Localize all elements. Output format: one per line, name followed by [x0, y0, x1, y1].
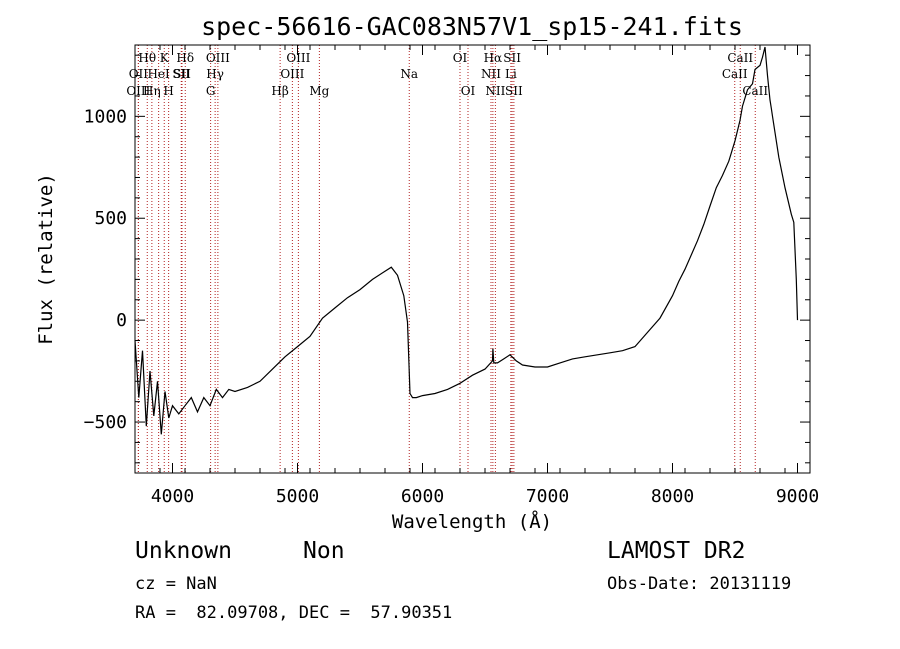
spectral-line-label: OII [129, 67, 149, 81]
y-tick-label: −500 [84, 412, 127, 433]
spectral-line-label: Hα [484, 51, 503, 65]
y-axis-label: Flux (relative) [35, 173, 57, 345]
spectral-line-label: SII [173, 67, 191, 81]
coordinates: RA = 82.09708, DEC = 57.90351 [135, 603, 453, 623]
spectral-line-label: NII [485, 84, 505, 98]
spectral-line-label: HeI [147, 67, 170, 81]
spectral-line-label: OIII [280, 67, 304, 81]
spectral-line-label: SII [505, 84, 523, 98]
object-class: Unknown [135, 538, 232, 564]
spectral-line-label: NII [481, 67, 501, 81]
flux-series-line [134, 46, 799, 435]
spectral-line-label: Hγ [206, 67, 224, 81]
chart-title: spec-56616-GAC083N57V1_sp15-241.fits [201, 12, 743, 41]
plot-frame [134, 44, 811, 474]
survey-name: LAMOST DR2 [607, 538, 746, 564]
spectral-line-label: SII [503, 51, 521, 65]
y-tick-label: 0 [116, 310, 127, 331]
x-tick-label: 6000 [401, 486, 444, 507]
spectral-line-label: Na [400, 67, 418, 81]
spectral-line-label: K [160, 51, 170, 65]
x-tick-label: 5000 [276, 486, 319, 507]
spectral-line-label: H [163, 84, 173, 98]
spectral-line-markers [137, 45, 756, 473]
spectral-line-label: OIII [126, 84, 150, 98]
spectral-line-label: OIII [206, 51, 230, 65]
spectral-line-label: Hδ [176, 51, 194, 65]
x-tick-label: 9000 [776, 486, 819, 507]
x-tick-label: 4000 [151, 486, 194, 507]
x-axis-label: Wavelength (Å) [392, 510, 552, 533]
y-axis-ticks: −500 0 500 1000 [84, 54, 810, 464]
spectral-line-label: Hθ [138, 51, 156, 65]
y-tick-label: 500 [94, 208, 127, 229]
x-axis-ticks: 4000 5000 6000 7000 8000 9000 [134, 45, 819, 507]
spectral-line-label: OIII [286, 51, 310, 65]
spectral-line-label: CaII [722, 67, 748, 81]
observation-date: Obs-Date: 20131119 [607, 574, 792, 594]
redshift-value: cz = NaN [135, 574, 217, 594]
spectral-line-label: OI [461, 84, 476, 98]
spectral-line-label: Li [505, 67, 517, 81]
spectral-line-label: SII [172, 67, 190, 81]
object-subclass: Non [303, 538, 345, 564]
spectral-line-label: G [206, 84, 216, 98]
spectral-line-label: OI [453, 51, 468, 65]
y-tick-label: 1000 [84, 106, 127, 127]
x-tick-label: 7000 [526, 486, 569, 507]
spectral-line-label: Mg [309, 84, 329, 98]
spectral-line-label: Hβ [271, 84, 288, 98]
spectral-line-label: CaII [727, 51, 753, 65]
x-tick-label: 8000 [651, 486, 694, 507]
spectral-line-label: Hη [143, 84, 161, 98]
